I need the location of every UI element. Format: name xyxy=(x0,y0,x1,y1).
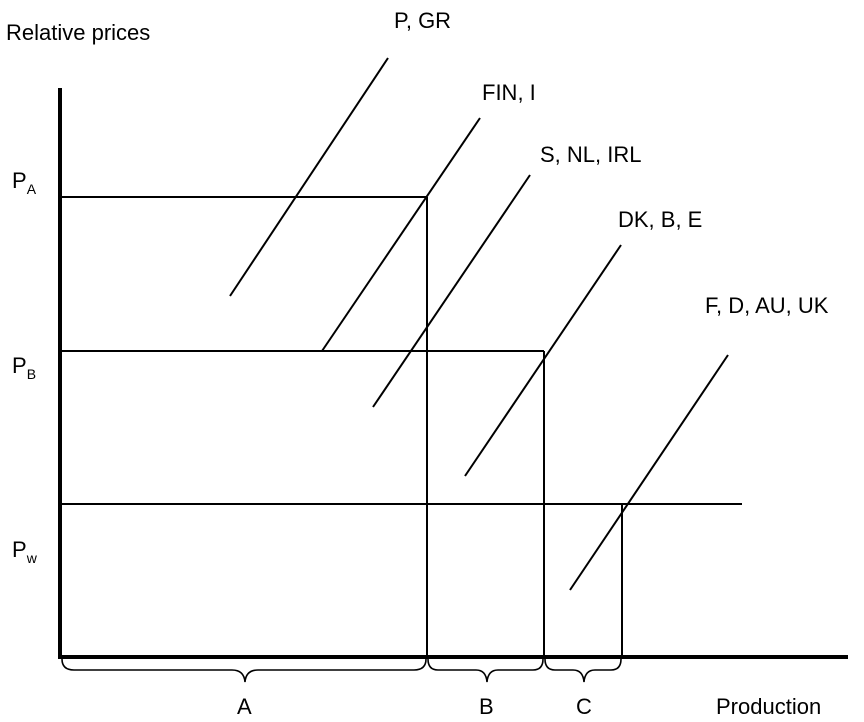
brace-a xyxy=(61,658,427,683)
x-axis-label: Production xyxy=(716,694,821,719)
brace-label-c: C xyxy=(576,694,592,719)
country-label-f-d-au-uk: F, D, AU, UK xyxy=(705,293,829,318)
country-label-s-nl-irl: S, NL, IRL xyxy=(540,142,641,167)
supply-line-fin-i xyxy=(321,117,481,352)
brace-label-b: B xyxy=(479,694,494,719)
price-level-pw: Pw xyxy=(12,537,38,566)
country-label-fin-i: FIN, I xyxy=(482,80,536,105)
supply-line-p-gr xyxy=(229,57,389,297)
brace-c xyxy=(544,658,622,683)
brace-label-a: A xyxy=(237,694,252,719)
supply-line-dk-b-e xyxy=(464,244,622,477)
supply-line-f-d-au-uk xyxy=(569,354,729,591)
supply-line-s-nl-irl xyxy=(372,174,531,408)
y-axis-label: Relative prices xyxy=(6,20,150,45)
country-label-p-gr: P, GR xyxy=(394,8,451,33)
brace-b xyxy=(427,658,544,683)
price-level-pb: PB xyxy=(12,353,36,382)
price-level-pa: PA xyxy=(12,168,37,197)
country-label-dk-b-e: DK, B, E xyxy=(618,207,702,232)
